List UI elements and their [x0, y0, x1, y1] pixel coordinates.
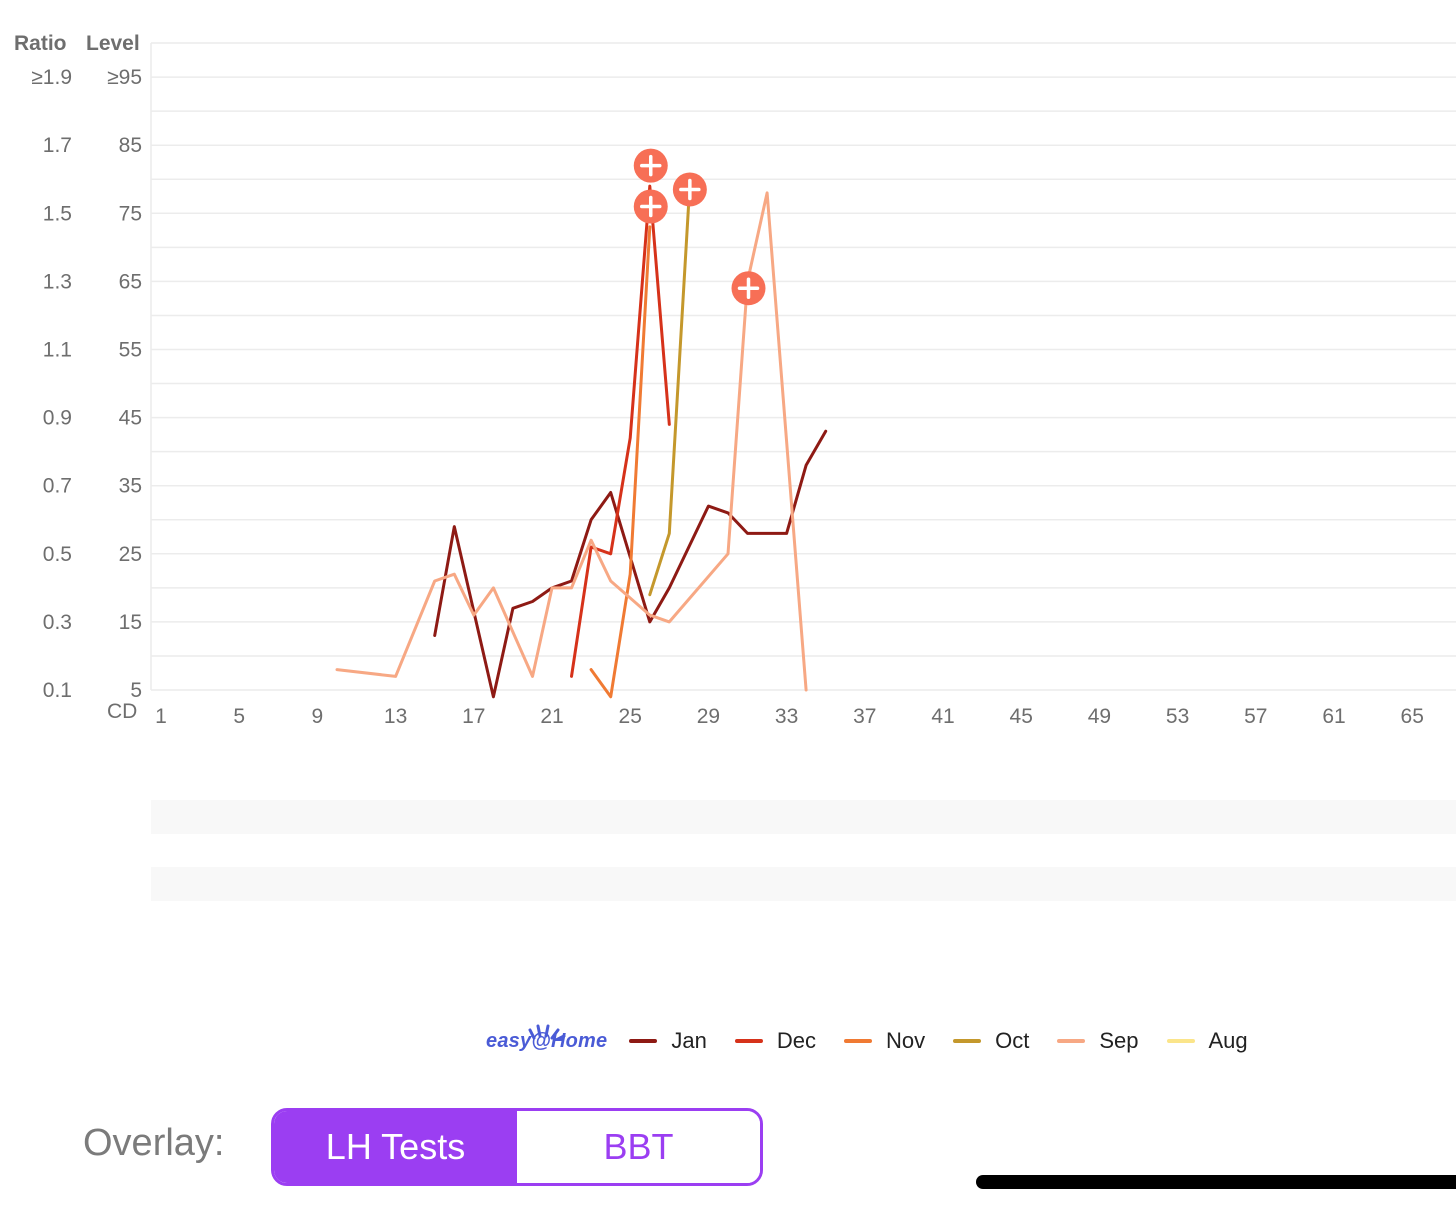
logo-burst-icon	[528, 1024, 566, 1040]
x-axis-labels: CD 1 5 9 13 17 21 25 29 33 37 41 45 49 53 57 61 65	[107, 700, 1424, 728]
logo-wordmark: easy@Home	[486, 1029, 608, 1052]
easy-at-home-logo: easy@Home	[486, 1024, 608, 1053]
chart-overlay-row-1	[151, 800, 1456, 834]
level-tick-label: ≥95	[107, 66, 142, 89]
x-tick-label: 33	[775, 705, 798, 728]
x-tick-label: 17	[462, 705, 485, 728]
legend-label: Oct	[995, 1028, 1030, 1053]
x-tick-label: 49	[1088, 705, 1111, 728]
ratio-tick-label: 1.1	[43, 339, 72, 362]
peak-plus-icon	[672, 172, 707, 207]
legend-swatch	[1057, 1039, 1086, 1043]
peak-markers	[633, 148, 766, 306]
legend-label: Sep	[1099, 1028, 1139, 1053]
ratio-tick-label: 0.7	[43, 475, 72, 498]
legend-swatch	[953, 1039, 982, 1043]
ratio-tick-label: 1.7	[43, 134, 72, 157]
level-tick-label: 25	[119, 543, 142, 566]
x-tick-label: 29	[697, 705, 720, 728]
legend-swatch	[629, 1039, 658, 1043]
legend-label: Nov	[885, 1028, 926, 1053]
legend-swatch	[843, 1039, 872, 1043]
x-tick-label: 53	[1166, 705, 1189, 728]
peak-plus-icon	[633, 189, 668, 224]
series-line-jan	[433, 429, 828, 699]
overlay-segmented-control[interactable]: LH Tests BBT	[271, 1108, 763, 1186]
legend-items: Jan Dec Nov Oct Sep Aug	[629, 1028, 1275, 1054]
x-tick-label: 41	[931, 705, 954, 728]
ratio-tick-label: 0.5	[43, 543, 72, 566]
level-tick-label: 85	[119, 134, 142, 157]
ratio-tick-label: 0.1	[43, 679, 72, 702]
level-axis-title: Level	[86, 32, 140, 55]
level-tick-label: 55	[119, 339, 142, 362]
x-tick-label: 25	[619, 705, 642, 728]
lh-tests-tab[interactable]: LH Tests	[274, 1111, 517, 1183]
y-axis-labels: Ratio Level ≥1.9 1.7 1.5 1.3 1.1 0.9 0.7 0.5 0.3…	[14, 32, 142, 702]
legend-label: Dec	[776, 1028, 816, 1053]
level-tick-label: 5	[130, 679, 142, 702]
series-line-oct	[648, 198, 691, 597]
x-tick-label: 65	[1401, 705, 1424, 728]
ratio-tick-label: 0.9	[43, 407, 72, 430]
legend-label: Jan	[671, 1028, 707, 1053]
x-tick-label: 37	[853, 705, 876, 728]
x-tick-label: 45	[1010, 705, 1033, 728]
chart-series	[335, 184, 828, 699]
peak-plus-icon	[633, 148, 668, 183]
legend-swatch	[734, 1039, 763, 1043]
series-line-nov	[589, 225, 652, 699]
ratio-tick-label: 1.3	[43, 270, 72, 293]
legend-item-dec: Dec	[734, 1028, 816, 1054]
chart-legend: easy@Home Jan Dec Nov Oct Sep Aug	[486, 1018, 1276, 1064]
legend-swatch	[1166, 1039, 1195, 1043]
legend-item-oct: Oct	[953, 1028, 1029, 1054]
series-line-sep	[335, 191, 808, 692]
level-tick-label: 35	[119, 475, 142, 498]
level-tick-label: 45	[119, 407, 142, 430]
legend-item-sep: Sep	[1057, 1028, 1139, 1054]
chart-grid	[150, 42, 1456, 691]
home-indicator	[976, 1175, 1456, 1189]
legend-item-jan: Jan	[629, 1028, 707, 1054]
overlay-label: Overlay:	[83, 1122, 225, 1164]
series-line-dec	[570, 184, 671, 678]
ratio-tick-label: ≥1.9	[31, 66, 72, 89]
legend-item-aug: Aug	[1166, 1028, 1248, 1054]
legend-label: Aug	[1208, 1028, 1248, 1053]
ratio-tick-label: 0.3	[43, 611, 72, 634]
level-tick-label: 75	[119, 202, 142, 225]
x-tick-label: 5	[233, 705, 245, 728]
ratio-tick-label: 1.5	[43, 202, 72, 225]
legend-item-nov: Nov	[843, 1028, 926, 1054]
x-axis-title: CD	[107, 700, 137, 723]
ratio-axis-title: Ratio	[14, 32, 67, 55]
x-tick-label: 57	[1244, 705, 1267, 728]
x-tick-label: 1	[155, 705, 167, 728]
peak-plus-icon	[731, 271, 766, 306]
x-tick-label: 13	[384, 705, 407, 728]
x-tick-label: 21	[540, 705, 563, 728]
x-tick-label: 61	[1322, 705, 1345, 728]
lh-chart: Ratio Level ≥1.9 1.7 1.5 1.3 1.1 0.9 0.7 0.5 0.3…	[14, 32, 1456, 728]
level-tick-label: 65	[119, 270, 142, 293]
chart-overlay-row-2	[151, 867, 1456, 901]
x-tick-label: 9	[312, 705, 324, 728]
level-tick-label: 15	[119, 611, 142, 634]
bbt-tab[interactable]: BBT	[517, 1111, 760, 1183]
